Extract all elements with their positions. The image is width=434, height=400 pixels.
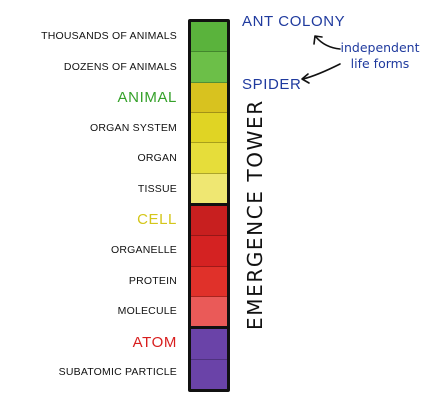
- level-label-organ-system: ORGAN SYSTEM: [90, 121, 177, 134]
- tower-block-organelle: [191, 236, 227, 267]
- tower-block-molecule: [191, 296, 227, 330]
- level-label-protein: PROTEIN: [128, 274, 177, 287]
- emergence-tower: [188, 19, 230, 392]
- level-label-subatomic-particle: SUBATOMIC PARTICLE: [58, 366, 177, 379]
- level-label-cell: CELL: [137, 211, 177, 229]
- ant-colony-label: ANT COLONY: [242, 13, 346, 30]
- level-label-organ: ORGAN: [137, 152, 177, 165]
- spider-label: SPIDER: [242, 76, 302, 93]
- arrow-to-spider-head: [301, 73, 310, 84]
- level-label-atom: ATOM: [132, 333, 177, 351]
- level-label-organelle: ORGANELLE: [111, 244, 177, 257]
- arrow-to-ant-colony: [315, 36, 341, 50]
- arrow-to-spider: [302, 63, 341, 80]
- level-label-tissue: TISSUE: [137, 182, 177, 195]
- tower-block-dozens-of-animals: [191, 52, 227, 83]
- arrow-to-ant-colony-head: [313, 35, 323, 45]
- tower-block-organ-system: [191, 112, 227, 144]
- tower-block-thousands-of-animals: [191, 22, 227, 53]
- tower-block-tissue: [191, 173, 227, 206]
- tower-block-cell: [191, 205, 227, 237]
- level-label-animal: ANIMAL: [117, 88, 177, 106]
- level-label-dozens-of-animals: DOZENS OF ANIMALS: [63, 60, 177, 73]
- tower-block-protein: [191, 266, 227, 297]
- tower-block-atom: [191, 329, 227, 360]
- note-line-2: life forms: [350, 56, 410, 71]
- tower-block-subatomic-particle: [191, 359, 227, 389]
- level-label-thousands-of-animals: THOUSANDS OF ANIMALS: [41, 30, 177, 43]
- note-line-1: independent: [340, 40, 420, 55]
- tower-block-animal: [191, 82, 227, 113]
- tower-block-organ: [191, 143, 227, 174]
- level-label-molecule: MOLECULE: [117, 305, 177, 318]
- independent-life-forms-note: independent life forms: [335, 40, 425, 72]
